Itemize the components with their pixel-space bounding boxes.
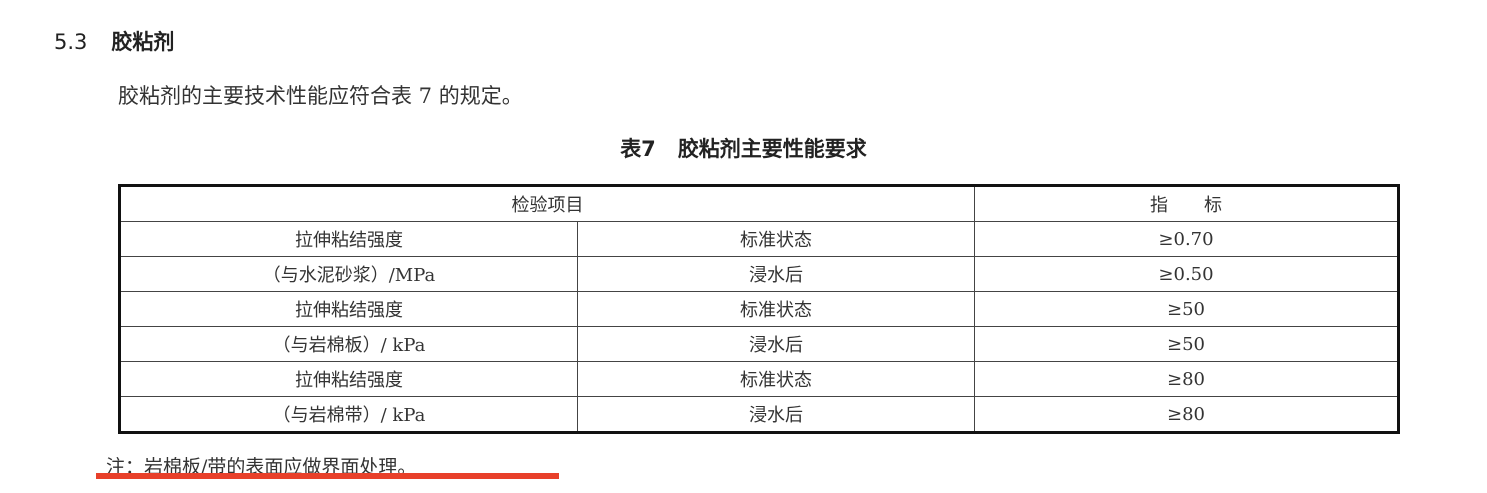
item-cell: 拉伸粘结强度 — [119, 221, 578, 257]
table-header-row: 检验项目 指 标 — [119, 185, 1399, 222]
table-row: （与岩棉带）/ kPa 浸水后 ≥80 — [119, 396, 1399, 433]
header-item: 检验项目 — [119, 185, 975, 222]
condition-cell: 浸水后 — [577, 326, 975, 362]
table-caption: 表7 胶粘剂主要性能要求 — [0, 133, 1487, 163]
value-cell: ≥80 — [974, 361, 1399, 397]
table-note: 注：岩棉板/带的表面应做界面处理。 — [106, 456, 417, 478]
item-cell: （与岩棉板）/ kPa — [119, 326, 578, 362]
table-row: （与岩棉板）/ kPa 浸水后 ≥50 — [119, 326, 1399, 362]
item-cell: （与岩棉带）/ kPa — [119, 396, 578, 433]
highlight-underline — [96, 473, 559, 479]
item-cell: 拉伸粘结强度 — [119, 291, 578, 327]
value-cell: ≥0.70 — [974, 221, 1399, 257]
table-row: 拉伸粘结强度 标准状态 ≥0.70 — [119, 221, 1399, 257]
table-row: 拉伸粘结强度 标准状态 ≥80 — [119, 361, 1399, 397]
caption-number: 表7 — [620, 137, 656, 161]
condition-cell: 浸水后 — [577, 396, 975, 433]
value-cell: ≥50 — [974, 291, 1399, 327]
table-row: 拉伸粘结强度 标准状态 ≥50 — [119, 291, 1399, 327]
value-cell: ≥80 — [974, 396, 1399, 433]
condition-cell: 标准状态 — [577, 291, 975, 327]
table-row: （与水泥砂浆）/MPa 浸水后 ≥0.50 — [119, 256, 1399, 292]
section-title: 胶粘剂 — [111, 30, 175, 54]
condition-cell: 标准状态 — [577, 221, 975, 257]
condition-cell: 标准状态 — [577, 361, 975, 397]
condition-cell: 浸水后 — [577, 256, 975, 292]
item-cell: （与水泥砂浆）/MPa — [119, 256, 578, 292]
section-number: 5.3 — [54, 30, 88, 54]
paragraph: 胶粘剂的主要技术性能应符合表 7 的规定。 — [118, 84, 523, 108]
item-cell: 拉伸粘结强度 — [119, 361, 578, 397]
header-value: 指 标 — [974, 185, 1399, 222]
performance-table: 检验项目 指 标 拉伸粘结强度 标准状态 ≥0.70 （与水泥砂浆）/MPa 浸… — [118, 184, 1400, 434]
value-cell: ≥50 — [974, 326, 1399, 362]
caption-title: 胶粘剂主要性能要求 — [677, 137, 867, 161]
section-heading: 5.3 胶粘剂 — [54, 26, 174, 56]
value-cell: ≥0.50 — [974, 256, 1399, 292]
